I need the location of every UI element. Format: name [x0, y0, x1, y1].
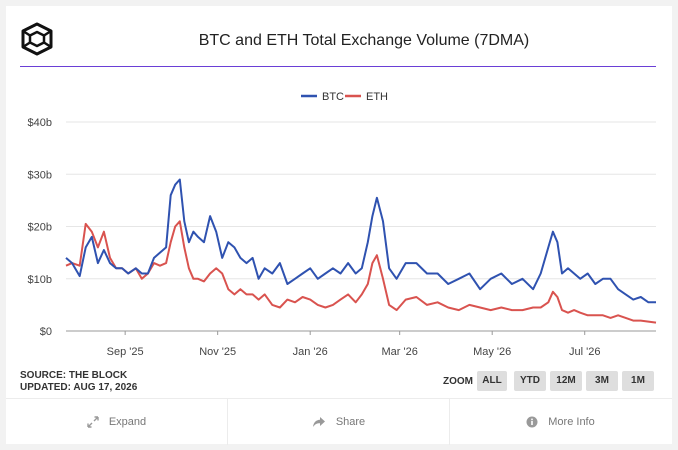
expand-button[interactable]: Expand: [6, 399, 227, 445]
zoom-ytd-button[interactable]: YTD: [514, 371, 546, 391]
source-block: SOURCE: THE BLOCK UPDATED: AUG 17, 2026: [20, 370, 137, 394]
share-label: Share: [335, 416, 366, 428]
y-tick-label: $10b: [28, 274, 52, 286]
updated-text: UPDATED: AUG 17, 2026: [20, 382, 138, 393]
y-tick-label: $20b: [28, 222, 52, 234]
chart-title: BTC and ETH Total Exchange Volume (7DMA): [198, 32, 530, 49]
footer-divider: [227, 399, 228, 445]
x-tick-label: May '26: [473, 346, 511, 358]
more-info-button[interactable]: More Info: [450, 399, 671, 445]
x-tick-label: Nov '25: [199, 346, 236, 358]
footer-divider: [449, 399, 450, 445]
info-circle-icon: [526, 416, 538, 428]
more-info-label: More Info: [548, 416, 595, 428]
x-tick-label: Jan '26: [293, 346, 328, 358]
chart-card: BTC and ETH Total Exchange Volume (7DMA)…: [6, 6, 672, 445]
footer-bar: Expand Share More Info: [6, 398, 672, 445]
series-line-btc: [65, 178, 656, 304]
expand-label: Expand: [108, 416, 147, 428]
line-chart: $0 $10b $20b $30b $40b Sep '25 Nov '25 Jan '26 M…: [28, 91, 657, 358]
y-tick-label: $30b: [28, 169, 52, 181]
expand-arrows-icon: [87, 416, 99, 428]
x-tick-label: Sep '25: [107, 346, 144, 358]
source-text: SOURCE: THE BLOCK: [20, 370, 128, 381]
the-block-logo: [21, 22, 53, 56]
legend-label-eth: ETH: [366, 91, 388, 103]
share-arrow-icon: [312, 416, 326, 428]
zoom-all-button[interactable]: ALL: [477, 371, 507, 391]
x-tick-label: Mar '26: [382, 346, 418, 358]
share-button[interactable]: Share: [228, 399, 449, 445]
zoom-3m-button[interactable]: 3M: [586, 371, 618, 391]
legend-label-btc: BTC: [322, 91, 344, 103]
zoom-1m-button[interactable]: 1M: [622, 371, 654, 391]
y-tick-label: $0: [40, 326, 52, 338]
zoom-12m-button[interactable]: 12M: [550, 371, 582, 391]
zoom-label: ZOOM: [443, 376, 473, 387]
x-tick-label: Jul '26: [569, 346, 600, 358]
series-line-eth: [65, 220, 657, 324]
y-tick-label: $40b: [28, 117, 52, 129]
title-divider: [20, 66, 656, 67]
